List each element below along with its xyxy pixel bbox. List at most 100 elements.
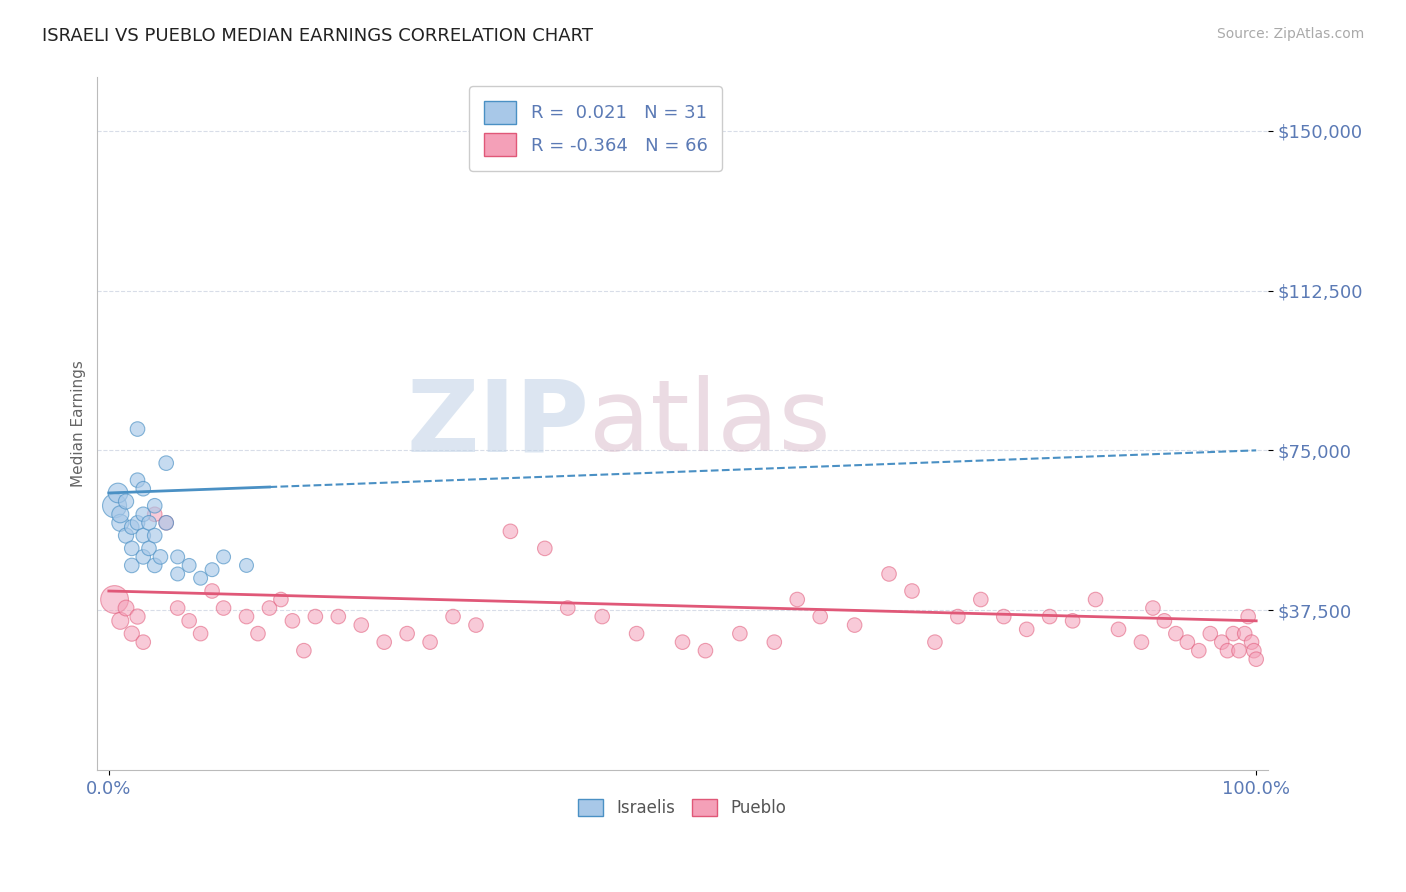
Point xyxy=(671,635,693,649)
Point xyxy=(877,566,900,581)
Point xyxy=(441,609,464,624)
Point xyxy=(1015,623,1038,637)
Text: ISRAELI VS PUEBLO MEDIAN EARNINGS CORRELATION CHART: ISRAELI VS PUEBLO MEDIAN EARNINGS CORREL… xyxy=(42,27,593,45)
Point xyxy=(533,541,555,556)
Point xyxy=(1237,609,1260,624)
Point xyxy=(259,601,281,615)
Point xyxy=(190,571,212,585)
Point xyxy=(1130,635,1153,649)
Point xyxy=(1240,635,1263,649)
Point xyxy=(1108,623,1130,637)
Point xyxy=(557,601,579,615)
Legend: Israelis, Pueblo: Israelis, Pueblo xyxy=(572,792,793,824)
Point xyxy=(201,563,224,577)
Point xyxy=(328,609,350,624)
Point xyxy=(212,601,235,615)
Point xyxy=(179,614,201,628)
Point xyxy=(626,626,648,640)
Point xyxy=(121,520,143,534)
Point xyxy=(127,516,149,530)
Point xyxy=(1084,592,1107,607)
Point xyxy=(304,609,326,624)
Point xyxy=(110,516,132,530)
Point xyxy=(1233,626,1256,640)
Point xyxy=(110,508,132,522)
Point xyxy=(1244,652,1267,666)
Point xyxy=(115,494,138,508)
Point xyxy=(103,592,125,607)
Point xyxy=(1227,643,1250,657)
Point xyxy=(149,549,172,564)
Point xyxy=(1222,626,1244,640)
Point xyxy=(107,486,129,500)
Point xyxy=(1039,609,1062,624)
Point xyxy=(728,626,751,640)
Point xyxy=(235,609,257,624)
Text: ZIP: ZIP xyxy=(406,376,589,472)
Point xyxy=(143,528,166,542)
Point xyxy=(132,482,155,496)
Point xyxy=(970,592,993,607)
Point xyxy=(946,609,969,624)
Point xyxy=(179,558,201,573)
Point xyxy=(127,422,149,436)
Point xyxy=(127,609,149,624)
Point xyxy=(281,614,304,628)
Point xyxy=(1153,614,1175,628)
Point xyxy=(1175,635,1198,649)
Point xyxy=(1211,635,1233,649)
Point xyxy=(201,584,224,599)
Point xyxy=(786,592,808,607)
Point xyxy=(166,566,188,581)
Point xyxy=(110,614,132,628)
Point xyxy=(138,541,160,556)
Point xyxy=(155,516,177,530)
Point xyxy=(246,626,269,640)
Point xyxy=(924,635,946,649)
Point xyxy=(1164,626,1187,640)
Point xyxy=(121,541,143,556)
Point xyxy=(499,524,522,539)
Point xyxy=(127,473,149,487)
Point xyxy=(350,618,373,632)
Point xyxy=(121,626,143,640)
Point xyxy=(993,609,1015,624)
Point xyxy=(212,549,235,564)
Point xyxy=(270,592,292,607)
Point xyxy=(132,508,155,522)
Point xyxy=(132,528,155,542)
Point xyxy=(138,516,160,530)
Point xyxy=(373,635,395,649)
Point xyxy=(1062,614,1084,628)
Point xyxy=(419,635,441,649)
Point xyxy=(190,626,212,640)
Point xyxy=(115,528,138,542)
Point xyxy=(132,635,155,649)
Point xyxy=(143,558,166,573)
Point xyxy=(396,626,419,640)
Point xyxy=(121,558,143,573)
Point xyxy=(155,516,177,530)
Point xyxy=(1188,643,1211,657)
Text: Source: ZipAtlas.com: Source: ZipAtlas.com xyxy=(1216,27,1364,41)
Point xyxy=(808,609,831,624)
Point xyxy=(166,601,188,615)
Point xyxy=(695,643,717,657)
Point xyxy=(591,609,613,624)
Point xyxy=(1216,643,1239,657)
Point xyxy=(1142,601,1164,615)
Point xyxy=(292,643,315,657)
Point xyxy=(844,618,866,632)
Point xyxy=(143,499,166,513)
Point xyxy=(235,558,257,573)
Point xyxy=(465,618,488,632)
Point xyxy=(143,508,166,522)
Point xyxy=(115,601,138,615)
Point xyxy=(132,549,155,564)
Point xyxy=(901,584,924,599)
Point xyxy=(155,456,177,470)
Text: atlas: atlas xyxy=(589,376,831,472)
Point xyxy=(1243,643,1265,657)
Point xyxy=(166,549,188,564)
Point xyxy=(763,635,786,649)
